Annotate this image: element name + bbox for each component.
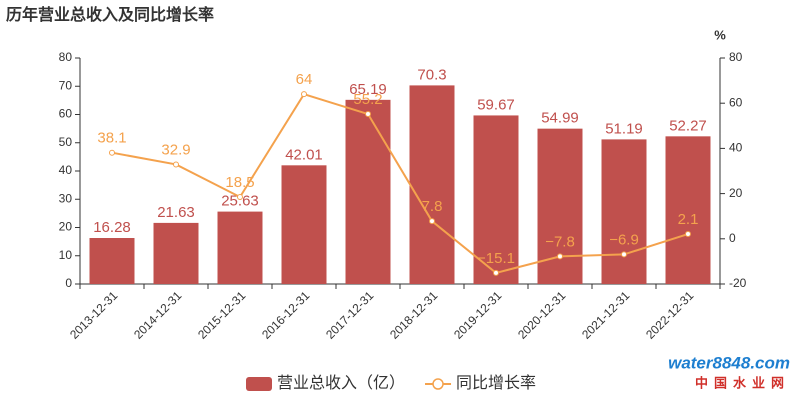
line-value-label: 18.5 <box>225 174 254 191</box>
bar <box>89 238 135 284</box>
x-tick-label: 2019-12-31 <box>451 288 505 342</box>
bar <box>601 139 647 284</box>
line-point <box>429 218 435 225</box>
x-tick-label: 2015-12-31 <box>195 288 249 342</box>
line-value-label: 38.1 <box>97 130 126 147</box>
y2-tick-label: 80 <box>729 50 743 64</box>
line-point <box>109 149 115 156</box>
bar <box>281 165 327 284</box>
bar-value-label: 65.19 <box>349 81 387 98</box>
line-point <box>237 193 243 200</box>
y-tick-label: 80 <box>59 50 73 64</box>
bar-value-label: 25.63 <box>221 193 259 210</box>
bar-value-label: 51.19 <box>605 120 643 137</box>
x-tick-label: 2014-12-31 <box>131 288 185 342</box>
x-tick-label: 2018-12-31 <box>387 288 441 342</box>
line-value-label: −7.8 <box>545 233 575 250</box>
x-tick-label: 2021-12-31 <box>579 288 633 342</box>
bar-value-label: 54.99 <box>541 110 579 127</box>
watermark-name: 中国水业网 <box>695 375 790 390</box>
line-point <box>493 269 499 276</box>
line-point <box>365 111 371 118</box>
y-tick-label: 10 <box>59 248 73 262</box>
x-tick-label: 2013-12-31 <box>67 288 121 342</box>
bar <box>665 136 711 284</box>
bar-value-label: 70.3 <box>417 66 446 83</box>
bar-value-label: 42.01 <box>285 146 323 163</box>
y-tick-label: 30 <box>59 191 73 205</box>
x-tick-label: 2016-12-31 <box>259 288 313 342</box>
line-point <box>173 161 179 168</box>
line-value-label: 55.2 <box>353 91 382 108</box>
bar <box>153 222 199 284</box>
y-tick-label: 70 <box>59 78 73 92</box>
bar-value-label: 52.27 <box>669 117 707 134</box>
legend-label: 同比增长率 <box>456 374 536 392</box>
line <box>111 92 689 275</box>
line-point <box>685 231 691 238</box>
y2-tick-label: 60 <box>729 95 743 109</box>
y-tick-label: 20 <box>59 220 73 234</box>
line-value-label: −6.9 <box>609 231 639 248</box>
y2-tick-label: 0 <box>729 231 736 245</box>
bar <box>345 99 391 284</box>
line-value-label: 64 <box>296 71 313 88</box>
bar <box>473 115 519 284</box>
legend-swatch <box>432 378 444 390</box>
y2-tick-label: 20 <box>729 186 743 200</box>
x-tick-label: 2022-12-31 <box>643 288 697 342</box>
bar <box>409 85 455 284</box>
x-tick-label: 2020-12-31 <box>515 288 569 342</box>
bar <box>217 211 263 284</box>
y-tick-label: 0 <box>65 276 72 290</box>
line-point <box>301 91 307 98</box>
y-tick-label: 60 <box>59 107 73 121</box>
chart-title: 历年营业总收入及同比增长率 <box>6 5 214 24</box>
legend-label: 营业总收入（亿） <box>277 374 405 392</box>
legend-swatch <box>246 377 272 391</box>
line-value-label: −15.1 <box>477 250 515 267</box>
line-point <box>621 251 627 258</box>
line-value-label: 2.1 <box>678 211 699 228</box>
y-tick-label: 50 <box>59 135 73 149</box>
x-tick-label: 2017-12-31 <box>323 288 377 342</box>
bar-value-label: 21.63 <box>157 204 195 221</box>
bar-value-label: 59.67 <box>477 96 515 113</box>
y2-tick-label: -20 <box>729 276 747 290</box>
bar-value-label: 16.28 <box>93 219 131 236</box>
y2-axis-label: % <box>714 27 726 42</box>
y-tick-label: 40 <box>59 163 73 177</box>
line-value-label: 7.8 <box>422 198 443 215</box>
y2-tick-label: 40 <box>729 141 743 155</box>
line-point <box>557 253 563 260</box>
line-value-label: 32.9 <box>161 141 190 158</box>
watermark-brand: water8848.com <box>668 353 790 372</box>
